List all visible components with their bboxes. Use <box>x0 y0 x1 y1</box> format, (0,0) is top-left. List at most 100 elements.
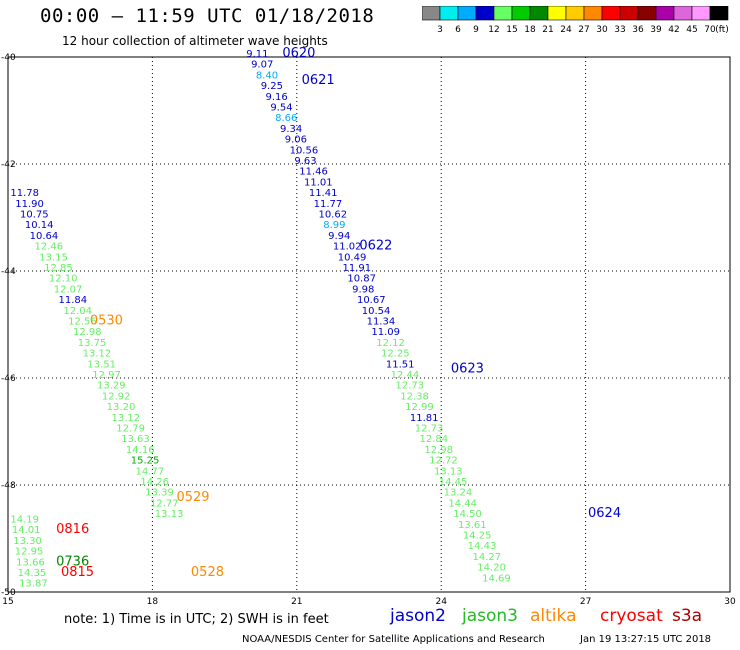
swh-value-label: 12.98 <box>424 445 453 456</box>
swh-value-label: 14.69 <box>482 573 511 584</box>
x-tick-label: 24 <box>435 597 447 607</box>
swh-value-label: 12.85 <box>44 263 73 274</box>
satellite-jason2-label: jason2 <box>390 606 446 626</box>
swh-value-label: 14.26 <box>140 477 169 488</box>
legend-swatch <box>709 6 729 21</box>
swh-value-label: 9.16 <box>266 92 288 103</box>
swh-value-label: 15.25 <box>131 456 160 467</box>
swh-value-label: 13.13 <box>155 509 184 520</box>
swh-value-label: 9.98 <box>352 284 374 295</box>
legend-label: 18 <box>524 25 536 35</box>
swh-value-label: 12.73 <box>395 381 424 392</box>
pass-number-label: 0529 <box>176 490 209 505</box>
swh-value-label: 11.01 <box>304 177 333 188</box>
swh-value-label: 13.30 <box>13 536 42 547</box>
swh-value-label: 13.13 <box>434 466 463 477</box>
pass-number-label: 0624 <box>588 506 621 521</box>
swh-value-label: 10.62 <box>318 210 347 221</box>
y-tick-label: -44 <box>1 267 16 277</box>
swh-value-label: 8.99 <box>323 220 345 231</box>
swh-value-label: 11.09 <box>371 327 400 338</box>
x-tick-label: 30 <box>724 597 736 607</box>
swh-value-label: 12.10 <box>49 274 78 285</box>
y-tick-label: -40 <box>1 53 16 63</box>
swh-value-label: 12.79 <box>116 424 145 435</box>
satellite-altika-label: altika <box>530 606 577 626</box>
legend-label: 27 <box>578 25 589 35</box>
swh-value-label: 13.39 <box>145 488 174 499</box>
swh-value-label: 9.11 <box>246 49 268 60</box>
swh-value-label: 13.24 <box>444 488 473 499</box>
legend-label: 39 <box>650 25 662 35</box>
swh-value-label: 11.41 <box>309 188 338 199</box>
swh-value-label: 14.27 <box>472 552 501 563</box>
swh-value-label: 8.40 <box>256 70 278 81</box>
pass-number-label: 0816 <box>56 522 89 537</box>
swh-value-label: 14.16 <box>126 445 155 456</box>
x-tick-label: 21 <box>291 597 302 607</box>
swh-value-label: 12.99 <box>405 402 434 413</box>
swh-value-label: 11.77 <box>314 199 343 210</box>
swh-value-label: 13.63 <box>121 434 150 445</box>
swh-value-label: 10.54 <box>362 306 391 317</box>
swh-value-label: 11.02 <box>333 242 362 253</box>
legend-label: 9 <box>473 25 479 35</box>
swh-value-label: 13.12 <box>111 413 140 424</box>
swh-value-label: 10.14 <box>25 220 54 231</box>
legend-unit: (ft) <box>715 25 729 35</box>
swh-value-label: 13.12 <box>83 349 112 360</box>
legend-label: 3 <box>437 25 443 35</box>
swh-value-label: 12.12 <box>376 338 405 349</box>
chart-subtitle: 12 hour collection of altimeter wave hei… <box>62 34 328 48</box>
plot-frame <box>7 56 731 593</box>
pass-number-label: 0736 <box>56 554 89 569</box>
swh-value-label: 11.34 <box>367 317 396 328</box>
swh-value-label: 13.61 <box>458 520 487 531</box>
pass-number-label: 0815 <box>61 565 94 580</box>
swh-value-label: 14.01 <box>12 525 41 536</box>
satellite-cryosat-label: cryosat <box>600 606 663 626</box>
swh-value-label: 12.44 <box>391 370 420 381</box>
swh-value-label: 12.46 <box>34 242 63 253</box>
swh-value-label: 12.56 <box>68 317 97 328</box>
swh-value-label: 9.94 <box>328 231 350 242</box>
swh-value-label: 12.97 <box>92 370 121 381</box>
swh-value-label: 12.07 <box>54 284 83 295</box>
legend-label: 21 <box>542 25 553 35</box>
swh-value-label: 13.15 <box>39 252 68 263</box>
legend-label: 45 <box>686 25 697 35</box>
x-tick-label: 18 <box>147 597 159 607</box>
x-tick-label: 27 <box>580 597 591 607</box>
swh-value-label: 9.34 <box>280 124 302 135</box>
swh-value-label: 14.35 <box>18 568 47 579</box>
swh-value-label: 10.56 <box>290 145 319 156</box>
pass-number-label: 0621 <box>302 73 335 88</box>
pass-number-label: 0620 <box>282 46 315 61</box>
x-tick-label: 15 <box>2 597 13 607</box>
swh-value-label: 14.19 <box>10 514 39 525</box>
swh-value-label: 10.87 <box>347 274 376 285</box>
swh-value-label: 12.72 <box>429 456 458 467</box>
legend-label: 6 <box>455 25 461 35</box>
legend-label: 70 <box>704 25 716 35</box>
color-legend: 3 6 9 12 15 18 21 24 27 30 33 36 39 42 45 70 (ft) <box>422 6 729 35</box>
swh-value-label: 13.29 <box>97 381 126 392</box>
swh-value-label: 9.54 <box>270 103 292 114</box>
swh-value-label: 12.04 <box>63 306 92 317</box>
swh-value-label: 13.87 <box>19 579 48 590</box>
swh-value-label: 10.75 <box>20 210 49 221</box>
legend-label: 24 <box>560 25 572 35</box>
y-tick-label: -46 <box>1 374 16 384</box>
swh-value-label: 12.25 <box>381 349 410 360</box>
legend-label: 42 <box>668 25 679 35</box>
swh-value-label: 9.25 <box>261 81 283 92</box>
legend-label: 30 <box>596 25 608 35</box>
footer-timestamp: Jan 19 13:27:15 UTC 2018 <box>580 634 712 645</box>
swh-value-label: 11.84 <box>59 295 88 306</box>
swh-value-label: 14.44 <box>448 498 477 509</box>
swh-value-label: 14.50 <box>453 509 482 520</box>
swh-value-label: 10.67 <box>357 295 386 306</box>
swh-value-label: 14.43 <box>468 541 497 552</box>
satellite-s3a-label: s3a <box>672 606 703 626</box>
swh-value-label: 14.20 <box>477 563 506 574</box>
